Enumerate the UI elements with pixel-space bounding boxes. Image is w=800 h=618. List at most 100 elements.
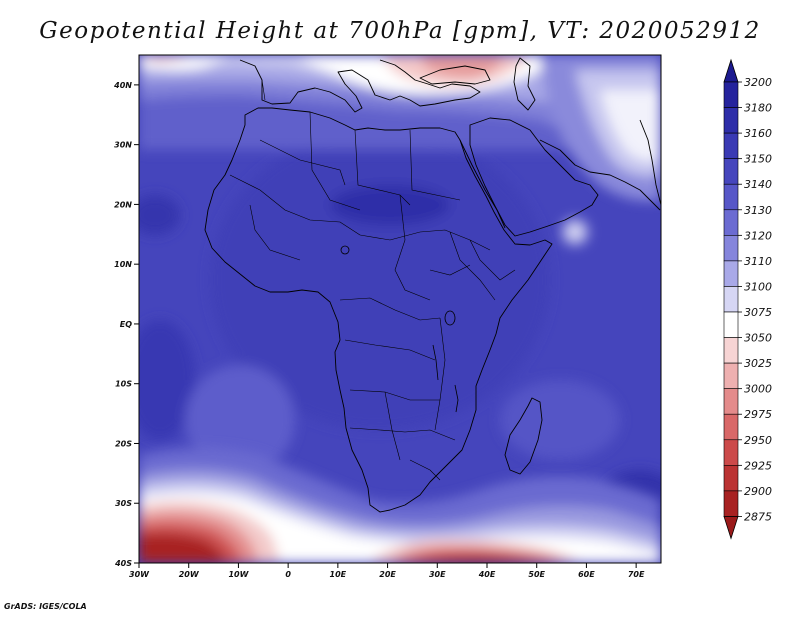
colorbar-segment xyxy=(723,158,739,185)
border-17 xyxy=(409,459,441,481)
lat-tick-label: 40N xyxy=(113,81,132,90)
colorbar-label: 3130 xyxy=(744,204,772,217)
iran-coast xyxy=(539,139,661,211)
lat-tick-label: 10S xyxy=(115,380,132,389)
grads-credit: GrADS: IGES/COLA xyxy=(4,602,87,611)
colorbar-segment xyxy=(723,311,739,338)
colorbar-label: 3000 xyxy=(744,383,772,396)
border-6 xyxy=(229,174,361,236)
lon-tick-label: 20W xyxy=(179,570,200,579)
colorbar-segment xyxy=(723,132,739,159)
lake-chad xyxy=(340,245,350,255)
colorbar-label: 3100 xyxy=(744,280,772,293)
colorbar-label: 2950 xyxy=(744,434,772,447)
colorbar-label: 3075 xyxy=(744,306,772,319)
colorbar-label: 3110 xyxy=(744,255,772,268)
coastlines xyxy=(204,57,661,513)
border-1 xyxy=(261,79,266,101)
border-18 xyxy=(469,239,516,281)
colorbar-segment xyxy=(723,81,739,108)
colorbar-label: 2975 xyxy=(744,408,772,421)
field-atlantic-core-south xyxy=(139,320,195,440)
field-me-band-3 xyxy=(600,90,661,162)
colorbar-segment xyxy=(723,388,739,415)
field-atlantic-core xyxy=(139,195,180,235)
border-15 xyxy=(349,427,456,441)
lakes xyxy=(340,245,459,413)
border-11 xyxy=(339,297,441,321)
colorbar-segment xyxy=(723,183,739,211)
border-14 xyxy=(349,389,440,401)
field-sw-red-2 xyxy=(139,533,226,563)
lake-tanganyika xyxy=(432,344,439,381)
lat-tick-label: 30S xyxy=(115,499,132,508)
india-coast xyxy=(639,119,661,206)
lon-tick-label: 30E xyxy=(429,570,446,579)
europe-coast xyxy=(239,59,481,113)
lat-tick-label: 20N xyxy=(114,200,132,209)
blacksea-coast xyxy=(419,65,491,85)
field-arabian-sea-core xyxy=(569,226,581,238)
colorbar-label: 3150 xyxy=(744,153,772,166)
border-9 xyxy=(394,194,431,301)
colorbar-segment xyxy=(723,260,739,287)
border-10 xyxy=(449,231,496,301)
chart-title: Geopotential Height at 700hPa [gpm], VT:… xyxy=(39,18,761,44)
colorbar-label: 3025 xyxy=(744,357,772,370)
lon-tick-label: 40E xyxy=(478,570,496,579)
lon-tick-label: 70E xyxy=(628,570,645,579)
colorbar-segment xyxy=(723,465,739,492)
lat-tick-label: 40S xyxy=(114,559,132,568)
field-sa-tongue xyxy=(185,365,295,475)
arabia-coast xyxy=(469,117,599,237)
longitude-axis: 30W 20W 10W 0 10E 20E 30E 40E 50E 60E 70E xyxy=(129,563,645,579)
colorbar: 3200 3180 3160 3150 3140 3130 3120 3110 3100 3075… xyxy=(723,58,772,540)
madagascar-coast xyxy=(504,397,543,475)
caspian-coast xyxy=(513,57,536,111)
lon-tick-label: 10W xyxy=(228,570,249,579)
border-2 xyxy=(259,139,346,186)
lat-tick-label: EQ xyxy=(120,320,132,329)
map-frame xyxy=(138,54,662,564)
lat-tick-label: 20S xyxy=(115,439,132,448)
colorbar-label: 3200 xyxy=(744,76,772,89)
lon-tick-label: 20E xyxy=(379,570,396,579)
colorbar-label: 2875 xyxy=(744,510,772,523)
lon-tick-label: 50E xyxy=(528,570,545,579)
height-field xyxy=(139,55,661,563)
colorbar-label: 3120 xyxy=(744,229,772,242)
colorbar-segment xyxy=(723,337,739,364)
field-madagascar-east xyxy=(500,380,620,460)
colorbar-label: 3180 xyxy=(744,102,772,115)
border-4 xyxy=(354,129,411,206)
border-3 xyxy=(309,111,361,211)
colorbar-segment xyxy=(723,286,739,313)
lon-tick-label: 60E xyxy=(578,570,595,579)
colorbar-segment xyxy=(723,490,739,517)
border-5 xyxy=(409,129,461,201)
country-borders xyxy=(229,79,516,481)
colorbar-label: 2925 xyxy=(744,459,772,472)
lon-tick-label: 10E xyxy=(330,570,347,579)
lon-tick-label: 30W xyxy=(129,570,150,579)
border-7 xyxy=(249,204,301,261)
colorbar-segment xyxy=(723,413,739,441)
redsea-west xyxy=(459,139,506,229)
field-nw-pink xyxy=(139,55,190,62)
colorbar-segment xyxy=(723,362,739,389)
colorbar-label: 2900 xyxy=(744,485,772,498)
border-16 xyxy=(384,391,401,461)
africa-coast xyxy=(204,107,553,513)
lat-tick-label: 30N xyxy=(114,141,132,150)
colorbar-bottom-arrow xyxy=(723,516,739,540)
border-19 xyxy=(429,264,471,276)
latitude-axis: 40N 30N 20N 10N EQ 10S 20S 30S 40S xyxy=(113,81,139,568)
border-8 xyxy=(359,229,491,251)
field-sahara-core xyxy=(330,185,450,225)
border-13 xyxy=(434,317,446,431)
colorbar-label: 3140 xyxy=(744,178,772,191)
lake-malawi xyxy=(454,384,459,413)
colorbar-top-arrow xyxy=(723,58,739,83)
lat-tick-label: 10N xyxy=(114,260,132,269)
